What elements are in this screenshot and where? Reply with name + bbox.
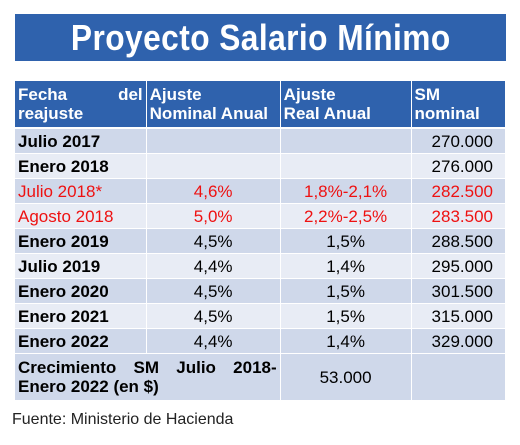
cell-ajuste-nominal: 4,5% bbox=[145, 228, 281, 254]
title-banner: Proyecto Salario Mínimo bbox=[15, 14, 506, 61]
source-note: Fuente: Ministerio de Hacienda bbox=[12, 411, 234, 428]
cell-fecha: Agosto 2018 bbox=[14, 203, 147, 229]
cell-ajuste-nominal bbox=[145, 127, 281, 154]
cell-ajuste-real bbox=[279, 127, 412, 154]
table-row: Enero 2021 4,5% 1,5% 315.000 bbox=[14, 303, 506, 329]
cell-ajuste-real bbox=[279, 153, 412, 179]
footer-label: Crecimiento SM Julio 2018-Enero 2022 (en… bbox=[18, 358, 277, 396]
table-header: Fecha del reajuste Ajuste Nominal Anual … bbox=[14, 80, 506, 129]
salary-table-container: Fecha del reajuste Ajuste Nominal Anual … bbox=[14, 80, 506, 401]
header-sm-line2: nominal bbox=[414, 104, 480, 123]
table-row: Julio 2019 4,4% 1,4% 295.000 bbox=[14, 253, 506, 279]
header-fecha: Fecha del reajuste bbox=[14, 80, 147, 129]
cell-ajuste-nominal: 5,0% bbox=[145, 203, 281, 229]
table-row: Julio 2017 270.000 bbox=[14, 127, 506, 154]
header-ajuste-real: Ajuste Real Anual bbox=[279, 80, 412, 129]
cell-ajuste-nominal: 4,4% bbox=[145, 328, 281, 354]
header-sm-nominal: SM nominal bbox=[410, 80, 506, 129]
cell-ajuste-real: 1,5% bbox=[279, 278, 412, 304]
cell-fecha: Enero 2019 bbox=[14, 228, 147, 254]
table-footer-row: Crecimiento SM Julio 2018-Enero 2022 (en… bbox=[14, 353, 506, 401]
table-row: Enero 2020 4,5% 1,5% 301.500 bbox=[14, 278, 506, 304]
cell-ajuste-real: 1,5% bbox=[279, 228, 412, 254]
cell-ajuste-nominal bbox=[145, 153, 281, 179]
cell-sm-nominal: 282.500 bbox=[410, 178, 506, 204]
footer-empty-cell bbox=[410, 353, 506, 401]
cell-fecha: Julio 2018* bbox=[14, 178, 147, 204]
cell-ajuste-nominal: 4,5% bbox=[145, 303, 281, 329]
table-row: Enero 2022 4,4% 1,4% 329.000 bbox=[14, 328, 506, 354]
cell-sm-nominal: 283.500 bbox=[410, 203, 506, 229]
cell-fecha: Julio 2017 bbox=[14, 127, 147, 154]
table-row: Enero 2018 276.000 bbox=[14, 153, 506, 179]
cell-fecha: Julio 2019 bbox=[14, 253, 147, 279]
cell-sm-nominal: 329.000 bbox=[410, 328, 506, 354]
header-row: Fecha del reajuste Ajuste Nominal Anual … bbox=[14, 80, 506, 129]
header-ajuste-nominal-line2: Nominal Anual bbox=[149, 104, 269, 123]
cell-fecha: Enero 2020 bbox=[14, 278, 147, 304]
footer-value: 53.000 bbox=[279, 353, 412, 401]
cell-sm-nominal: 270.000 bbox=[410, 127, 506, 154]
footer-label-cell: Crecimiento SM Julio 2018-Enero 2022 (en… bbox=[14, 353, 281, 401]
header-ajuste-nominal: Ajuste Nominal Anual bbox=[145, 80, 281, 129]
cell-ajuste-real: 2,2%-2,5% bbox=[279, 203, 412, 229]
header-fecha-word1: Fecha bbox=[18, 85, 68, 104]
cell-fecha: Enero 2018 bbox=[14, 153, 147, 179]
cell-ajuste-real: 1,4% bbox=[279, 328, 412, 354]
header-ajuste-real-line2: Real Anual bbox=[283, 104, 371, 123]
salary-table: Fecha del reajuste Ajuste Nominal Anual … bbox=[14, 80, 506, 401]
cell-fecha: Enero 2021 bbox=[14, 303, 147, 329]
cell-ajuste-nominal: 4,4% bbox=[145, 253, 281, 279]
table-body: Julio 2017 270.000 Enero 2018 276.000 Ju… bbox=[14, 127, 506, 401]
cell-sm-nominal: 295.000 bbox=[410, 253, 506, 279]
table-row-highlight: Julio 2018* 4,6% 1,8%-2,1% 282.500 bbox=[14, 178, 506, 204]
cell-sm-nominal: 315.000 bbox=[410, 303, 506, 329]
cell-sm-nominal: 288.500 bbox=[410, 228, 506, 254]
header-sm-line1: SM bbox=[414, 85, 441, 104]
cell-sm-nominal: 276.000 bbox=[410, 153, 506, 179]
cell-sm-nominal: 301.500 bbox=[410, 278, 506, 304]
header-fecha-word2: del bbox=[118, 85, 143, 104]
cell-ajuste-nominal: 4,6% bbox=[145, 178, 281, 204]
table-row-highlight: Agosto 2018 5,0% 2,2%-2,5% 283.500 bbox=[14, 203, 506, 229]
cell-ajuste-real: 1,8%-2,1% bbox=[279, 178, 412, 204]
header-ajuste-real-line1: Ajuste bbox=[283, 85, 336, 104]
header-fecha-line2: reajuste bbox=[18, 104, 84, 123]
cell-ajuste-real: 1,5% bbox=[279, 303, 412, 329]
table-row: Enero 2019 4,5% 1,5% 288.500 bbox=[14, 228, 506, 254]
header-ajuste-nominal-line1: Ajuste bbox=[149, 85, 202, 104]
cell-ajuste-nominal: 4,5% bbox=[145, 278, 281, 304]
cell-ajuste-real: 1,4% bbox=[279, 253, 412, 279]
cell-fecha: Enero 2022 bbox=[14, 328, 147, 354]
page-title: Proyecto Salario Mínimo bbox=[70, 16, 451, 58]
